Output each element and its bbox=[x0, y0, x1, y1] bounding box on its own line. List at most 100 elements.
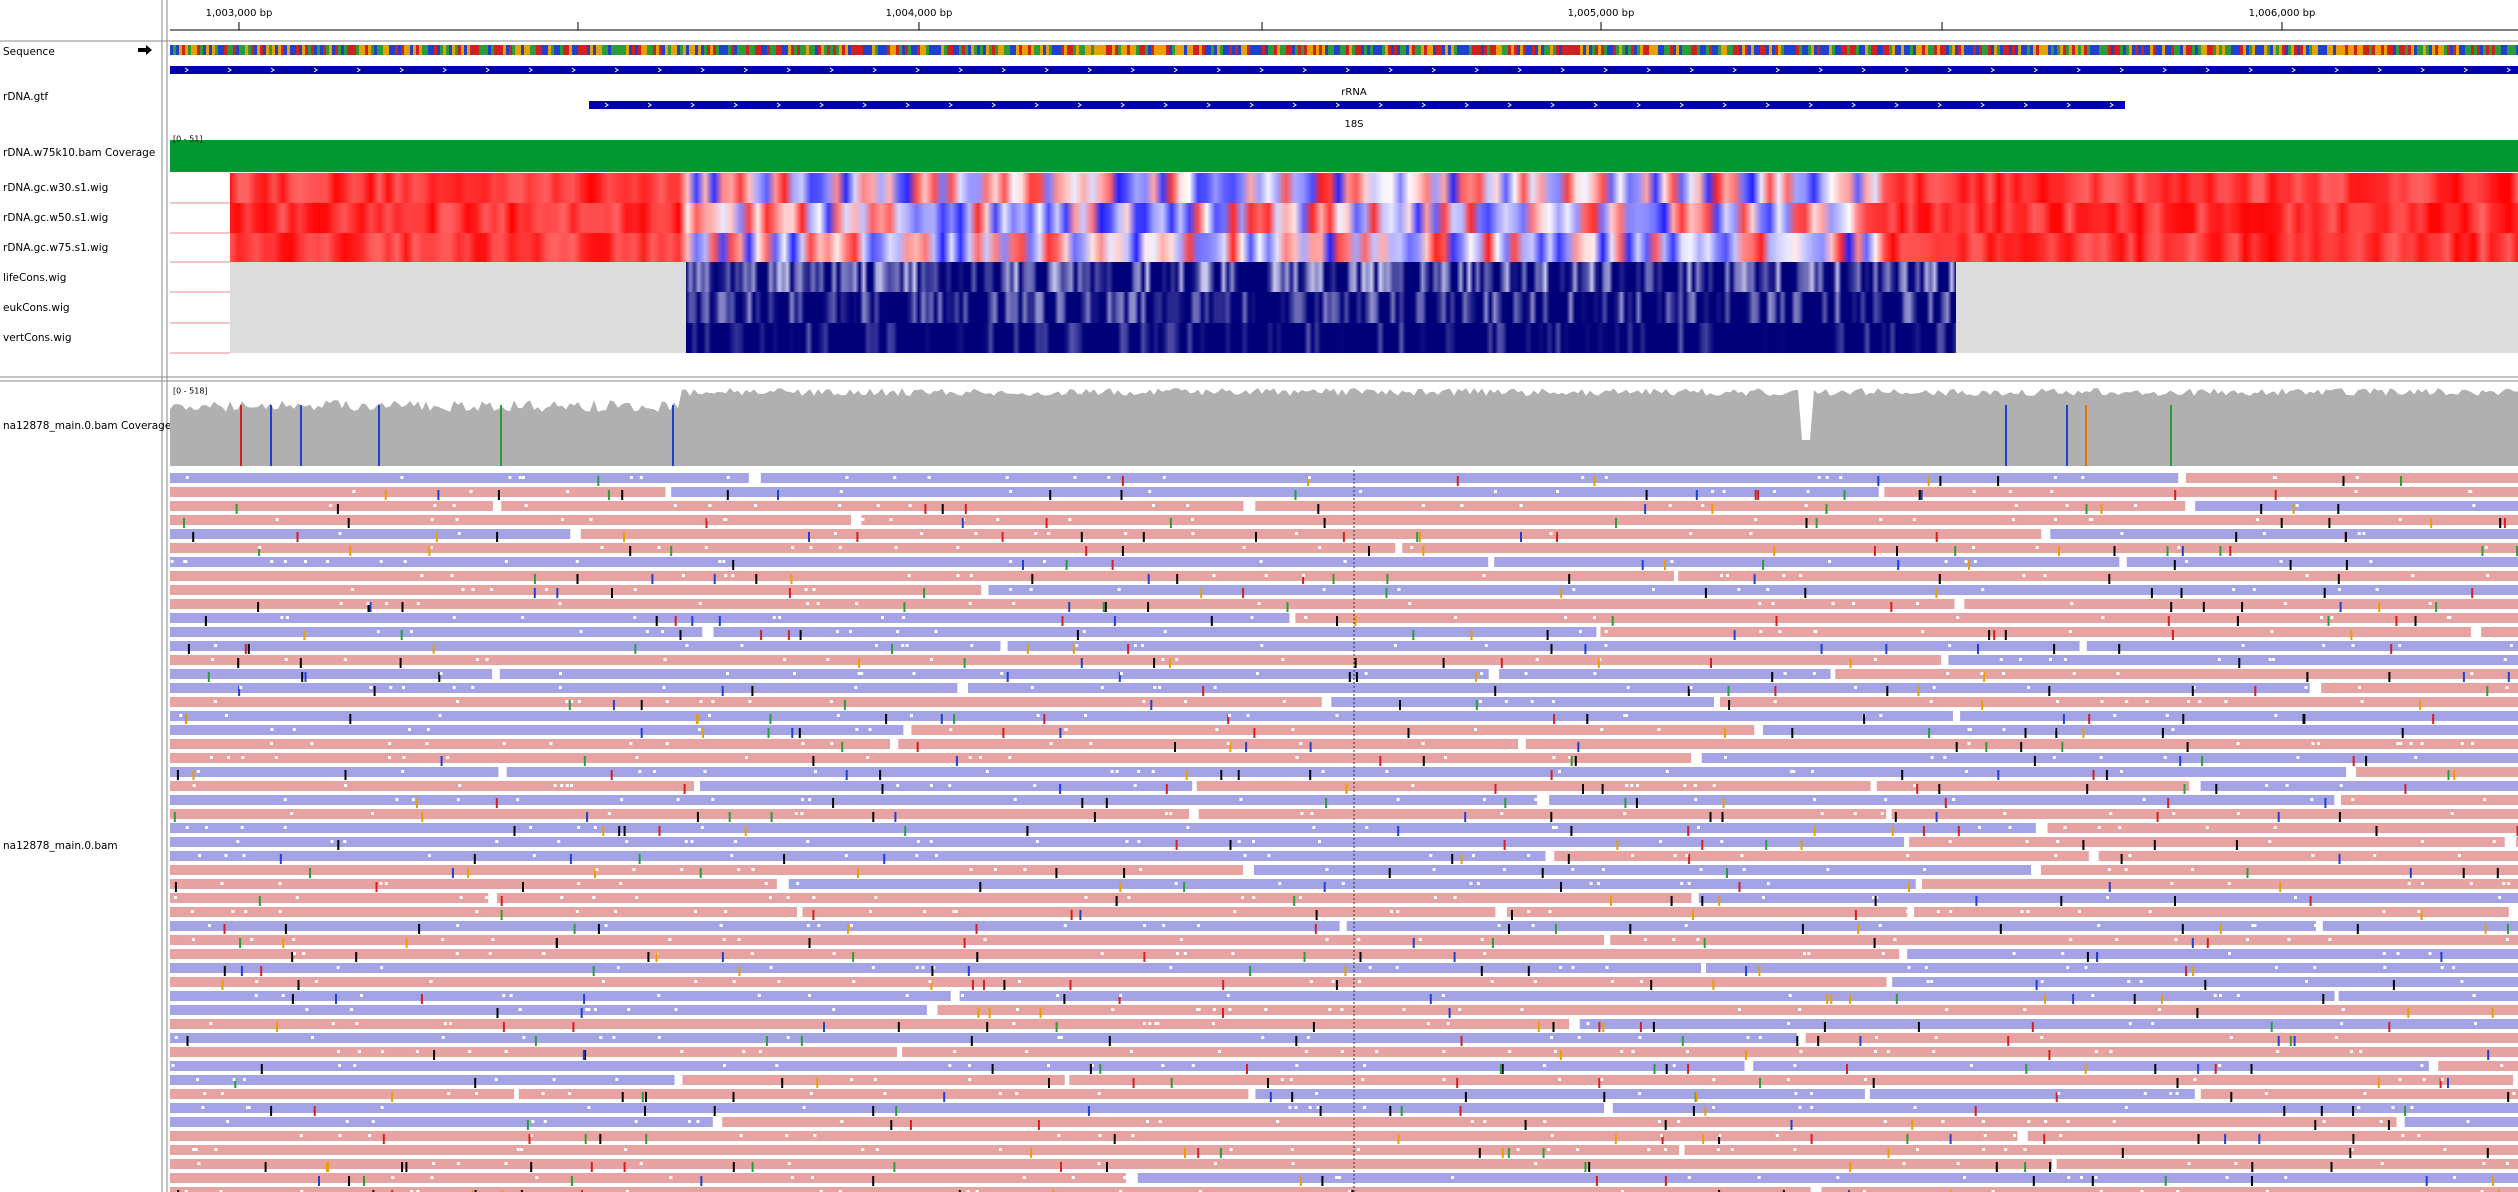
gene-feature[interactable] bbox=[170, 66, 2518, 74]
mismatch bbox=[668, 938, 672, 941]
mismatch bbox=[2265, 784, 2269, 787]
mismatch bbox=[1421, 504, 1425, 507]
base bbox=[623, 45, 626, 55]
mismatch bbox=[2320, 1106, 2323, 1116]
mismatch bbox=[2128, 854, 2132, 857]
base bbox=[563, 45, 566, 55]
mismatch bbox=[1316, 1106, 1320, 1109]
mismatch bbox=[1170, 1078, 1173, 1088]
mismatch bbox=[185, 714, 188, 724]
mismatch bbox=[2251, 924, 2255, 927]
mismatch bbox=[1396, 910, 1400, 913]
mismatch bbox=[192, 532, 195, 542]
mismatch bbox=[2404, 1106, 2407, 1116]
mismatch bbox=[1684, 924, 1688, 927]
mismatch bbox=[461, 588, 465, 591]
base bbox=[1361, 45, 1364, 55]
mismatch bbox=[1737, 588, 1741, 591]
base bbox=[851, 45, 854, 55]
mismatch bbox=[1624, 798, 1627, 808]
base bbox=[1988, 45, 1991, 55]
mismatch bbox=[558, 602, 562, 605]
mismatch bbox=[575, 910, 579, 913]
base bbox=[2207, 45, 2210, 55]
mismatch bbox=[791, 728, 794, 738]
mismatch bbox=[1913, 784, 1917, 787]
mismatch bbox=[375, 882, 378, 892]
base bbox=[2264, 45, 2267, 55]
mismatch bbox=[2375, 826, 2378, 836]
base bbox=[1982, 45, 1985, 55]
mismatch bbox=[1550, 770, 1553, 780]
mismatch bbox=[1252, 840, 1255, 843]
mismatch bbox=[1229, 742, 1232, 752]
base bbox=[2216, 45, 2219, 55]
mismatch bbox=[1906, 854, 1910, 857]
mismatch bbox=[329, 504, 333, 507]
mismatch bbox=[2237, 812, 2240, 815]
base bbox=[1919, 45, 1922, 55]
base bbox=[428, 45, 431, 55]
base bbox=[1586, 45, 1589, 55]
mismatch bbox=[1093, 812, 1096, 822]
base bbox=[1088, 45, 1091, 55]
mismatch bbox=[2256, 518, 2260, 521]
mismatch bbox=[2044, 1120, 2048, 1123]
mismatch bbox=[1127, 896, 1131, 899]
base bbox=[1403, 45, 1406, 55]
mismatch bbox=[1554, 1050, 1557, 1053]
base bbox=[1712, 45, 1715, 55]
base bbox=[695, 45, 698, 55]
mismatch bbox=[2151, 1022, 2155, 1025]
base bbox=[965, 45, 968, 55]
mismatch bbox=[1289, 1078, 1293, 1081]
mismatch bbox=[366, 602, 370, 605]
base bbox=[2468, 45, 2471, 55]
mismatch bbox=[2458, 854, 2461, 857]
mismatch bbox=[1798, 1106, 1802, 1109]
read bbox=[170, 893, 489, 903]
mismatch bbox=[838, 1190, 842, 1192]
gene-feature[interactable] bbox=[589, 101, 2125, 109]
base bbox=[1166, 45, 1169, 55]
mismatch bbox=[304, 672, 307, 682]
base bbox=[1598, 45, 1601, 55]
mismatch bbox=[452, 616, 456, 619]
mismatch bbox=[2375, 588, 2379, 591]
mismatch bbox=[1364, 672, 1368, 675]
mismatch bbox=[232, 1078, 236, 1081]
base bbox=[740, 45, 743, 55]
mismatch bbox=[902, 616, 906, 619]
mismatch bbox=[420, 994, 423, 1004]
base bbox=[2228, 45, 2231, 55]
mismatch bbox=[1243, 854, 1247, 857]
chevron bbox=[1679, 102, 1684, 108]
base bbox=[476, 45, 479, 55]
base bbox=[1730, 45, 1733, 55]
base bbox=[302, 45, 305, 55]
base bbox=[1793, 45, 1796, 55]
mismatch bbox=[2293, 1036, 2296, 1046]
base bbox=[2039, 45, 2042, 55]
read bbox=[501, 501, 1244, 511]
chevron bbox=[1851, 102, 1856, 108]
base bbox=[773, 45, 776, 55]
mismatch bbox=[1657, 728, 1661, 731]
mismatch bbox=[750, 952, 754, 955]
base bbox=[596, 45, 599, 55]
base bbox=[860, 45, 863, 55]
read bbox=[1960, 711, 2518, 721]
mismatch bbox=[1710, 658, 1712, 668]
strand-arrow[interactable] bbox=[138, 45, 152, 55]
base bbox=[1322, 45, 1325, 55]
mismatch bbox=[1974, 1106, 1977, 1116]
base bbox=[1718, 45, 1721, 55]
mismatch bbox=[2228, 952, 2231, 955]
mismatch bbox=[742, 1050, 746, 1053]
mismatch bbox=[811, 1176, 814, 1179]
base bbox=[1757, 45, 1760, 55]
base bbox=[551, 45, 554, 55]
base bbox=[1970, 45, 1973, 55]
mismatch bbox=[847, 924, 849, 934]
mismatch bbox=[1354, 616, 1357, 626]
